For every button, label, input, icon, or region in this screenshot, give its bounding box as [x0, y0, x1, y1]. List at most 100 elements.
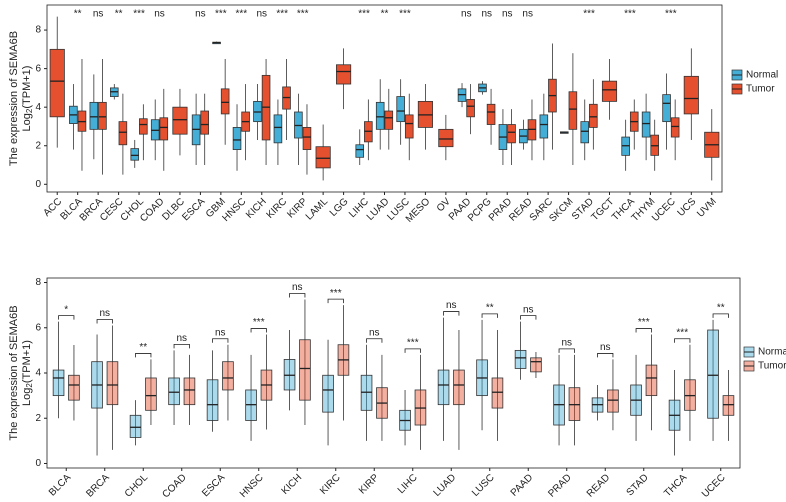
box-body [580, 121, 590, 144]
significance-bracket [327, 298, 344, 304]
significance-label: ** [717, 302, 725, 313]
box [630, 354, 642, 441]
box [273, 99, 283, 166]
box [91, 334, 103, 456]
significance-label: ** [115, 9, 123, 20]
plot-frame [46, 4, 723, 193]
box-body [404, 114, 414, 139]
y-tick-label: 2 [35, 413, 41, 424]
box-body [539, 114, 549, 139]
significance-bracket [96, 319, 113, 324]
significance-label: ** [139, 342, 147, 353]
box [437, 317, 450, 441]
box [110, 84, 119, 100]
significance-bracket [135, 353, 152, 358]
box [580, 99, 590, 161]
box-body [98, 101, 107, 130]
x-tick-label: KICH [244, 196, 269, 221]
y-unit-part: Log [21, 388, 33, 406]
x-tick-label: STAD [625, 472, 651, 498]
box [530, 351, 542, 378]
significance-bracket [635, 328, 652, 333]
significance-label: ns [369, 327, 380, 338]
y-tick-label: 8 [35, 25, 41, 36]
significance-bracket [289, 293, 306, 298]
box [336, 48, 352, 110]
box [384, 88, 394, 150]
significance-label: ns [561, 338, 572, 349]
significance-bracket [443, 311, 460, 316]
x-tick-label: KIRC [265, 196, 290, 221]
legend-label: Normal [746, 70, 778, 81]
significance-bracket [58, 315, 75, 320]
box-body [52, 369, 65, 397]
box [261, 58, 271, 166]
box [106, 325, 119, 450]
box [507, 109, 516, 166]
box [399, 389, 411, 446]
significance-label: * [64, 304, 68, 315]
y-tick-label: 4 [35, 368, 41, 379]
significance-label: *** [215, 9, 227, 20]
y-tick-label: 6 [35, 63, 41, 74]
box-body [722, 395, 735, 416]
box [253, 84, 262, 140]
box [130, 139, 140, 168]
x-tick-label: COAD [138, 196, 166, 224]
significance-bracket [674, 338, 691, 343]
y-tick-label: 0 [35, 179, 41, 190]
box-body [645, 364, 658, 397]
box [560, 131, 569, 134]
box [539, 93, 549, 161]
x-tick-label: COAD [161, 472, 189, 500]
y-axis-unit: Log2(TPM+1) [21, 340, 34, 406]
box [315, 124, 331, 181]
box-body [641, 111, 651, 138]
significance-label: ns [461, 9, 472, 20]
significance-bracket [558, 348, 575, 353]
significance-label: *** [330, 288, 342, 299]
box [364, 99, 373, 161]
box-body [89, 101, 99, 130]
box [662, 73, 671, 150]
box [355, 129, 365, 166]
x-tick-label: CHOL [123, 472, 151, 500]
box-body [375, 101, 385, 130]
box [69, 84, 78, 150]
box [98, 58, 107, 175]
box [282, 58, 291, 140]
significance-label: *** [297, 9, 309, 20]
significance-label: *** [407, 338, 419, 349]
box [476, 319, 488, 431]
y-unit-part: (TPM+1) [21, 340, 33, 383]
x-tick-label: LUAD [432, 472, 459, 499]
x-tick-label: LIHC [396, 472, 420, 496]
box [49, 16, 65, 148]
box-body [384, 110, 394, 130]
box [52, 321, 65, 419]
x-tick-label: UCEC [700, 472, 728, 500]
x-tick-label: LGG [328, 196, 351, 219]
box [294, 93, 303, 166]
box-body [159, 117, 169, 141]
box-body [299, 339, 311, 401]
box-body [322, 374, 334, 413]
box [491, 330, 504, 441]
significance-label: ns [446, 300, 457, 311]
box [722, 370, 735, 441]
box-body [220, 88, 230, 115]
box [145, 359, 157, 426]
box-body [707, 329, 719, 419]
box-body [145, 377, 157, 411]
significance-bracket [481, 313, 498, 318]
significance-bracket [404, 348, 421, 353]
significance-label: *** [276, 9, 288, 20]
box [222, 344, 234, 421]
box [589, 79, 598, 150]
significance-bracket [712, 313, 729, 318]
y-tick-label: 8 [35, 277, 41, 288]
box [704, 109, 720, 181]
significance-label: *** [133, 9, 145, 20]
significance-bracket [173, 343, 190, 349]
